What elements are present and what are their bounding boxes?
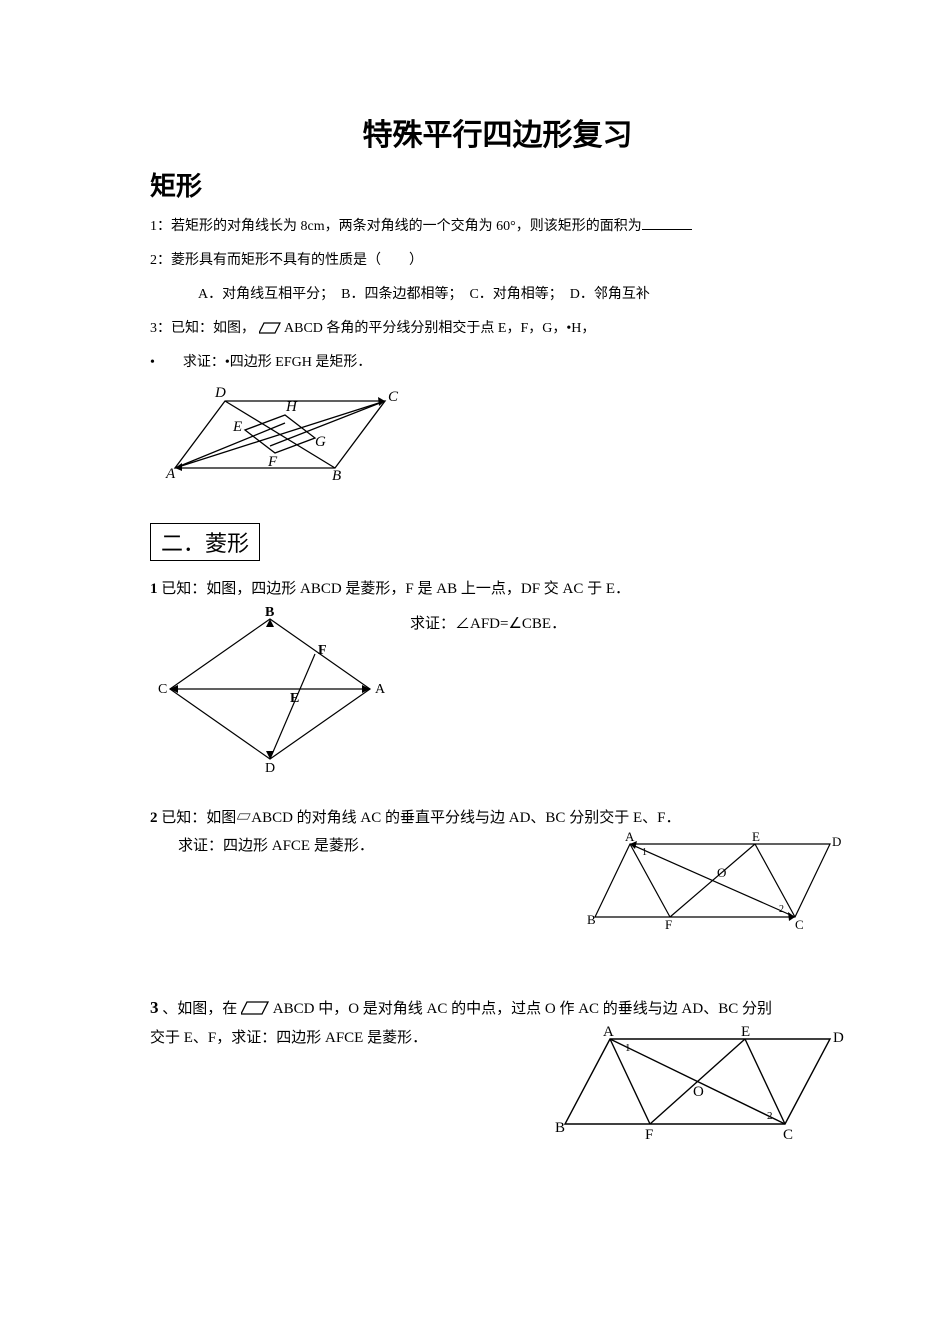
fig3-label-1: 1	[642, 847, 647, 858]
fig2-label-D: D	[265, 761, 275, 774]
s2-q2-num: 2	[150, 810, 158, 826]
fig3-label-F: F	[665, 917, 672, 932]
section-rhombus-heading: 二．菱形	[150, 523, 260, 561]
fig1-label-C: C	[388, 389, 399, 405]
s2-q2-proof: 求证：四边形 AFCE 是菱形．	[150, 832, 565, 861]
fig1-label-E: E	[232, 419, 242, 435]
parallelogram-icon	[259, 322, 281, 334]
s2-q1-row: B C A D F E 求证：∠AFD=∠CBE．	[150, 604, 845, 774]
figure-2-svg: B C A D F E	[150, 604, 390, 774]
q1: 1：若矩形的对角线长为 8cm，两条对角线的一个交角为 60°，则该矩形的面积为	[150, 213, 845, 241]
fig4-label-1: 1	[625, 1042, 631, 1054]
s2-q2-row: 求证：四边形 AFCE 是菱形．	[150, 832, 845, 932]
fig4-label-C: C	[783, 1127, 793, 1143]
figure-3-svg: A E D B F C O 1 2	[585, 832, 845, 932]
s2-q1-text: 已知：如图，四边形 ABCD 是菱形，F 是 AB 上一点，DF 交 AC 于 …	[158, 581, 631, 597]
s2-q3-proof: 交于 E、F，求证：四边形 AFCE 是菱形．	[150, 1024, 535, 1053]
s2-q3-row: 交于 E、F，求证：四边形 AFCE 是菱形． A E	[150, 1024, 845, 1144]
s2-q1: 1 已知：如图，四边形 ABCD 是菱形，F 是 AB 上一点，DF 交 AC …	[150, 575, 845, 604]
fig4-label-F: F	[645, 1127, 653, 1143]
s2-q2: 2 已知：如图▱ABCD 的对角线 AC 的垂直平分线与边 AD、BC 分别交于…	[150, 804, 845, 833]
fig1-label-D: D	[214, 385, 226, 401]
fig3-label-2: 2	[779, 904, 784, 915]
q2-text: 2：菱形具有而矩形不具有的性质是（ ）	[150, 253, 423, 268]
fig2-label-E: E	[290, 691, 299, 706]
s2-q3-text-b: 、如图，在	[162, 1001, 237, 1017]
fig2-label-A: A	[375, 682, 386, 697]
s2-q1-num: 1	[150, 581, 158, 597]
parallelogram-icon-2	[241, 1001, 269, 1015]
fig3-label-O: O	[717, 865, 726, 880]
fig3-label-E: E	[752, 832, 760, 844]
fig3-label-C: C	[795, 917, 804, 932]
fig1-label-G: G	[315, 434, 326, 450]
page-title: 特殊平行四边形复习	[150, 110, 845, 154]
fig4-label-B: B	[555, 1120, 565, 1136]
figure-4-svg: A E D B F C O 1 2	[555, 1024, 845, 1144]
fig3-label-B: B	[587, 912, 596, 927]
fig4-label-E: E	[741, 1024, 750, 1040]
figure-2: B C A D F E	[150, 604, 390, 774]
fig1-label-B: B	[332, 468, 341, 483]
figure-1: A B C D E F G H	[160, 383, 845, 483]
q3: 3：已知：如图， ABCD 各角的平分线分别相交于点 E，F，G，•H，	[150, 315, 845, 343]
fig1-label-A: A	[165, 466, 176, 482]
fig2-label-C: C	[158, 682, 167, 697]
fig4-label-A: A	[603, 1024, 614, 1040]
s2-q3-text-c: ABCD 中，O 是对角线 AC 的中点，过点 O 作 AC 的垂线与边 AD、…	[273, 1001, 772, 1017]
fig4-label-O: O	[693, 1084, 704, 1100]
spacer-2	[150, 932, 845, 992]
figure-1-svg: A B C D E F G H	[160, 383, 420, 483]
s2-q1-proof: 求证：∠AFD=∠CBE．	[410, 604, 566, 639]
q3-proof: • 求证：•四边形 EFGH 是矩形．	[150, 349, 845, 377]
s2-q3: 3 、如图，在 ABCD 中，O 是对角线 AC 的中点，过点 O 作 AC 的…	[150, 992, 845, 1024]
s2-q2-text: 已知：如图▱ABCD 的对角线 AC 的垂直平分线与边 AD、BC 分别交于 E…	[158, 810, 681, 826]
fig3-label-A: A	[625, 832, 635, 844]
fig2-label-B: B	[265, 605, 274, 620]
fig4-label-2: 2	[767, 1110, 773, 1122]
q1-text: 1：若矩形的对角线长为 8cm，两条对角线的一个交角为 60°，则该矩形的面积为	[150, 219, 642, 234]
page: 特殊平行四边形复习 矩形 1：若矩形的对角线长为 8cm，两条对角线的一个交角为…	[0, 0, 945, 1204]
q3-text-b: ABCD 各角的平分线分别相交于点 E，F，G，•H，	[284, 321, 595, 336]
fig3-label-D: D	[832, 834, 841, 849]
section-rectangle-heading: 矩形	[150, 166, 845, 203]
figure-3: A E D B F C O 1 2	[585, 832, 845, 932]
figure-4: A E D B F C O 1 2	[555, 1024, 845, 1144]
spacer-1	[150, 774, 845, 804]
fig2-label-F: F	[318, 643, 327, 658]
q3-text-a: 3：已知：如图，	[150, 321, 255, 336]
s2-q3-num: 3	[150, 998, 159, 1017]
q2-options: A．对角线互相平分； B．四条边都相等； C．对角相等； D．邻角互补	[150, 281, 845, 309]
fig1-label-H: H	[285, 399, 298, 415]
q1-blank	[642, 215, 692, 230]
q2: 2：菱形具有而矩形不具有的性质是（ ）	[150, 247, 845, 275]
fig1-label-F: F	[267, 454, 278, 470]
fig4-label-D: D	[833, 1030, 844, 1046]
